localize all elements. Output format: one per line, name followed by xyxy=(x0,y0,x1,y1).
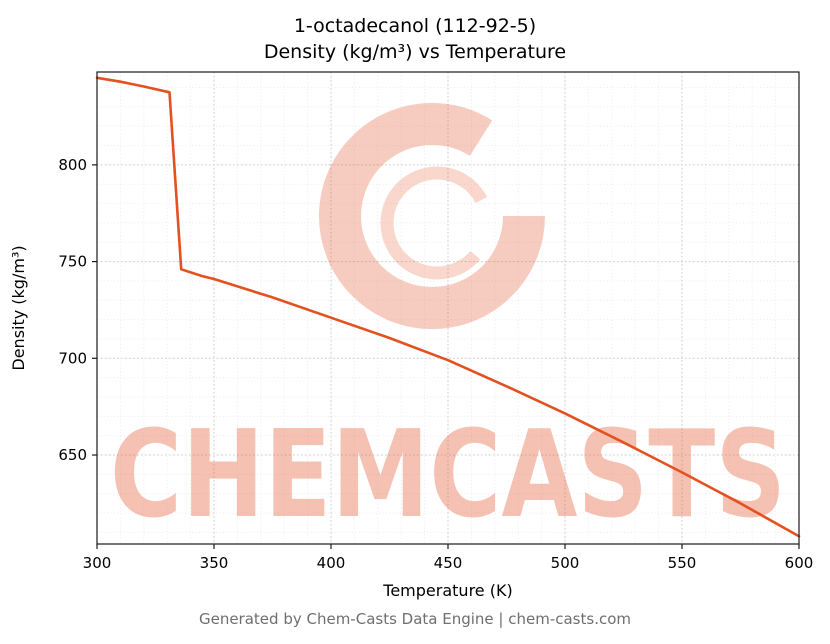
x-tick-label: 500 xyxy=(551,554,580,572)
chemcasts-watermark-text: CHEMCASTS xyxy=(110,406,786,545)
y-tick-label: 800 xyxy=(58,156,87,174)
chemcasts-c-swirl-inner-icon xyxy=(380,166,494,280)
x-axis-label: Temperature (K) xyxy=(382,581,512,600)
x-tick-label: 300 xyxy=(83,554,112,572)
y-axis-label: Density (kg/m³) xyxy=(9,245,28,370)
chart-footer: Generated by Chem-Casts Data Engine | ch… xyxy=(0,602,830,644)
chemcasts-c-swirl-icon xyxy=(319,103,545,329)
y-tick-label: 650 xyxy=(58,446,87,464)
x-tick-label: 600 xyxy=(785,554,814,572)
x-tick-label: 450 xyxy=(434,554,463,572)
chart-title-line1: 1-octadecanol (112-92-5) xyxy=(293,15,537,37)
chart-plot-area: CHEMCASTS 300 350 400 450 500 550 600 650 700 750 8… xyxy=(9,71,814,600)
x-tick-label: 550 xyxy=(668,554,697,572)
chart-title: 1-octadecanol (112-92-5) Density (kg/m³)… xyxy=(0,0,830,66)
density-series-line xyxy=(95,76,801,538)
x-tick-label: 350 xyxy=(200,554,229,572)
chart-title-line2: Density (kg/m³) vs Temperature xyxy=(263,41,567,63)
y-tick-label: 750 xyxy=(58,253,87,271)
x-tick-label: 400 xyxy=(317,554,346,572)
footer-attribution-text: Generated by Chem-Casts Data Engine | ch… xyxy=(198,610,632,628)
y-tick-label: 700 xyxy=(58,349,87,367)
